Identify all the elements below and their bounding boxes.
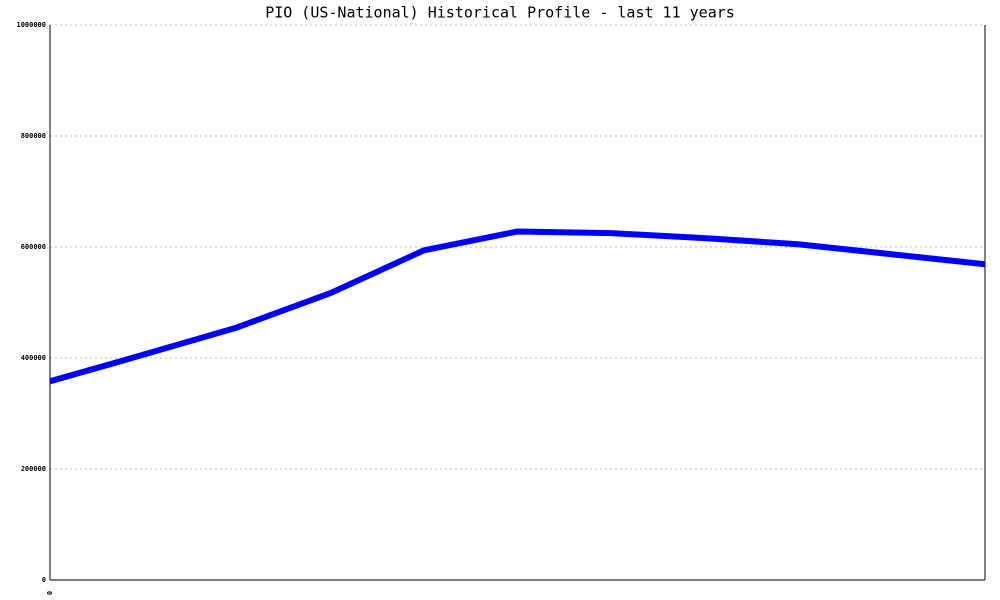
y-tick-label: 200000 <box>21 465 46 473</box>
y-tick-label: 1000000 <box>16 21 46 29</box>
y-tick-label: 400000 <box>21 354 46 362</box>
y-tick-label: 600000 <box>21 243 46 251</box>
data-line <box>49 228 986 385</box>
y-tick-label: 800000 <box>21 132 46 140</box>
y-tick-label: 0 <box>42 576 46 584</box>
chart-title: PIO (US-National) Historical Profile - l… <box>265 4 735 22</box>
x-tick-label: 0 <box>46 591 54 595</box>
